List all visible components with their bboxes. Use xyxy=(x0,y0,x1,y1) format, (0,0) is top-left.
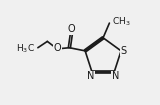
Text: O: O xyxy=(68,24,75,34)
Text: S: S xyxy=(121,46,127,56)
Text: N: N xyxy=(112,71,119,81)
Text: N: N xyxy=(87,71,95,81)
Text: H$_3$C: H$_3$C xyxy=(16,43,35,55)
Text: CH$_3$: CH$_3$ xyxy=(112,16,131,28)
Text: O: O xyxy=(54,43,61,53)
